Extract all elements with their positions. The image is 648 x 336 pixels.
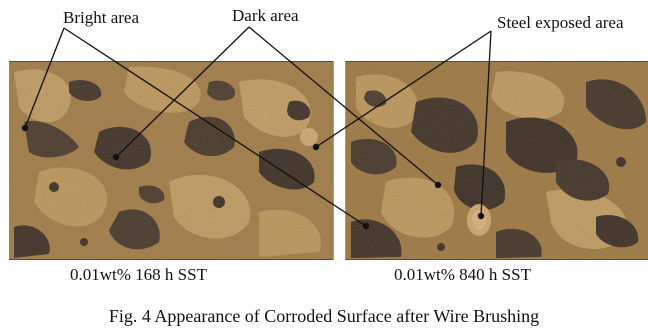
corroded-surface-photo-168h [9,61,333,260]
panel-caption-right: 0.01wt% 840 h SST [394,265,531,284]
figure-caption: Fig. 4 Appearance of Corroded Surface af… [108,306,540,326]
panel-caption-left: 0.01wt% 168 h SST [70,265,207,284]
corroded-surface-photo-840h [346,61,648,260]
dark-area-label: Dark area [232,6,299,25]
bright-area-label: Bright area [63,8,139,27]
steel-exposed-area-label: Steel exposed area [497,13,624,32]
panel-divider [333,61,334,260]
